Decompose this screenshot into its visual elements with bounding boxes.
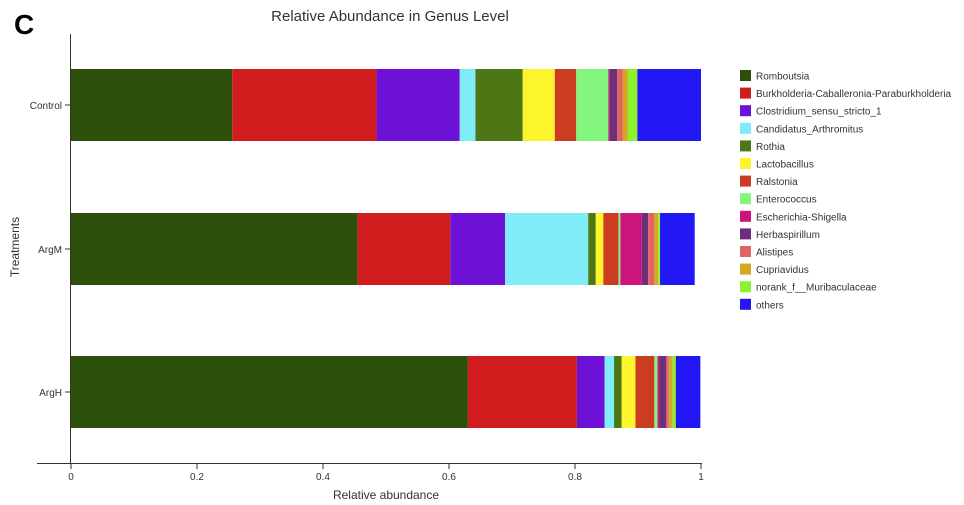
bar-segment-argm-3 [505, 213, 589, 285]
y-tick-label-argm: ArgM [38, 245, 62, 256]
bar-segment-argh-5 [621, 356, 636, 428]
legend-label: Enterococcus [756, 195, 817, 206]
legend-swatch [740, 122, 751, 134]
legend-swatch [740, 158, 751, 169]
bar-segment-argh-6 [635, 356, 655, 428]
bar-segment-control-9 [609, 69, 618, 141]
bar-segment-argm-8 [620, 213, 642, 285]
x-tick-label: 0 [68, 472, 74, 483]
bar-segment-control-2 [376, 69, 460, 141]
bar-segment-argh-12 [672, 356, 676, 428]
bar-segment-argm-12 [658, 213, 661, 285]
legend-swatch [740, 246, 751, 257]
bar-segment-control-12 [627, 69, 638, 141]
bar-segment-control-0 [71, 69, 233, 141]
bar-segment-argm-4 [588, 213, 596, 285]
bar-segment-argm-9 [641, 213, 649, 285]
y-tick-label-control: Control [30, 101, 62, 112]
x-axis-title: Relative abundance [333, 488, 439, 502]
legend-label: norank_f__Muribaculaceae [756, 283, 877, 294]
legend-label: Alistipes [756, 248, 793, 259]
bar-segment-argm-7 [618, 213, 621, 285]
x-tick-label: 0.8 [568, 472, 582, 483]
bar-segment-control-5 [522, 69, 555, 141]
legend-swatch [740, 140, 751, 152]
bar-segment-argm-1 [357, 213, 451, 285]
legend-label: Lactobacillus [756, 160, 814, 171]
x-tick-label: 0.2 [190, 472, 204, 483]
legend-label: Ralstonia [756, 177, 798, 188]
bar-segment-argh-0 [71, 356, 468, 428]
bars-group [71, 69, 701, 428]
legend-swatch [740, 228, 751, 240]
bar-segment-control-10 [617, 69, 623, 141]
panel-label: C [14, 9, 34, 40]
bar-segment-argm-2 [450, 213, 506, 285]
bar-segment-argh-11 [668, 356, 673, 428]
legend-label: Romboutsia [756, 72, 810, 83]
legend-swatch [740, 193, 751, 205]
legend-swatch [740, 87, 751, 99]
legend-swatch [740, 210, 751, 222]
bar-segment-control-1 [232, 69, 377, 141]
legend-label: Clostridium_sensu_stricto_1 [756, 107, 882, 118]
y-ticks-group: Control ArgM ArgH [30, 101, 70, 399]
bar-segment-control-7 [576, 69, 609, 141]
bar-segment-argm-5 [595, 213, 604, 285]
bar-segment-control-3 [459, 69, 476, 141]
bar-segment-argm-0 [71, 213, 358, 285]
legend-swatch [740, 281, 751, 293]
bar-segment-control-13 [637, 69, 701, 141]
legend-label: Escherichia-Shigella [756, 212, 847, 223]
bar-segment-argh-10 [666, 356, 669, 428]
chart-title: Relative Abundance in Genus Level [271, 8, 509, 25]
legend-swatch [740, 70, 751, 81]
legend-swatch [740, 175, 751, 187]
x-tick-label: 1 [698, 472, 704, 483]
bar-segment-argm-6 [603, 213, 619, 285]
bar-segment-argh-8 [657, 356, 660, 428]
bar-segment-control-6 [554, 69, 577, 141]
bar-segment-control-11 [622, 69, 628, 141]
bar-segment-control-8 [608, 69, 610, 141]
legend-label: Candidatus_Arthromitus [756, 124, 863, 135]
legend-label: others [756, 300, 784, 311]
bar-segment-argh-1 [467, 356, 577, 428]
bar-segment-argm-10 [648, 213, 655, 285]
bar-segment-argh-3 [604, 356, 615, 428]
bar-segment-argh-9 [659, 356, 667, 428]
legend-label: Rothia [756, 142, 785, 153]
x-tick-label: 0.6 [442, 472, 456, 483]
y-tick-label-argh: ArgH [39, 388, 62, 399]
legend-label: Burkholderia-Caballeronia-Paraburkholder… [756, 89, 952, 100]
x-tick-label: 0.4 [316, 472, 330, 483]
legend-label: Herbaspirillum [756, 230, 820, 241]
legend-swatch [740, 105, 751, 117]
x-ticks-group: 0 0.2 0.4 0.6 0.8 1 [68, 463, 704, 483]
legend: Romboutsia Burkholderia-Caballeronia-Para… [740, 70, 952, 311]
bar-segment-argh-13 [675, 356, 701, 428]
y-axis-title: Treatments [8, 217, 22, 277]
legend-swatch [740, 298, 751, 310]
bar-segment-control-4 [475, 69, 523, 141]
bar-segment-argm-11 [654, 213, 659, 285]
bar-segment-argm-13 [660, 213, 695, 285]
bar-segment-argh-7 [654, 356, 658, 428]
legend-label: Cupriavidus [756, 265, 809, 276]
bar-segment-argh-4 [614, 356, 622, 428]
legend-swatch [740, 263, 751, 275]
bar-segment-argh-2 [576, 356, 605, 428]
